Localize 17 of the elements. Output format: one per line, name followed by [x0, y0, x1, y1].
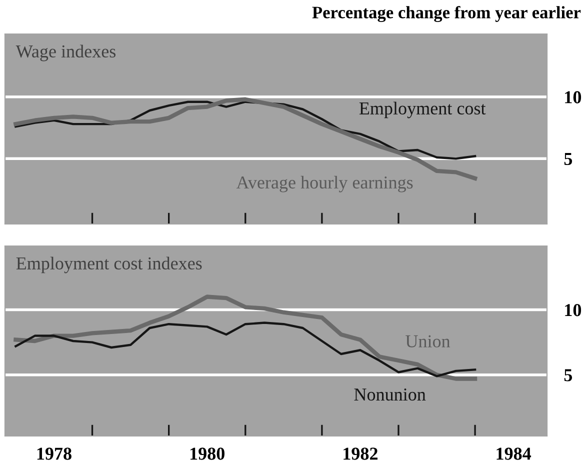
- x-tick-label: 1984: [496, 448, 532, 460]
- text: Wage indexes: [16, 44, 116, 62]
- series-label: Average hourly earnings: [236, 176, 413, 192]
- text: Employment cost indexes: [16, 256, 202, 274]
- text: Percentage change from year earlier: [312, 6, 581, 22]
- x-tick-label: 1982: [344, 448, 378, 460]
- series-label: Nonunion: [354, 388, 426, 401]
- line-series: [14, 294, 478, 381]
- y-tick-label: 5: [564, 369, 572, 382]
- line-series: [14, 322, 476, 378]
- x-tick-label: 1980: [190, 448, 224, 460]
- y-tick-label: 5: [564, 153, 572, 166]
- y-tick-label: 10: [565, 304, 582, 316]
- y-tick-label: 10: [565, 91, 582, 104]
- series-label: Employment cost: [359, 102, 486, 118]
- x-tick-label: 1978: [37, 448, 72, 460]
- series-label: Union: [406, 335, 450, 348]
